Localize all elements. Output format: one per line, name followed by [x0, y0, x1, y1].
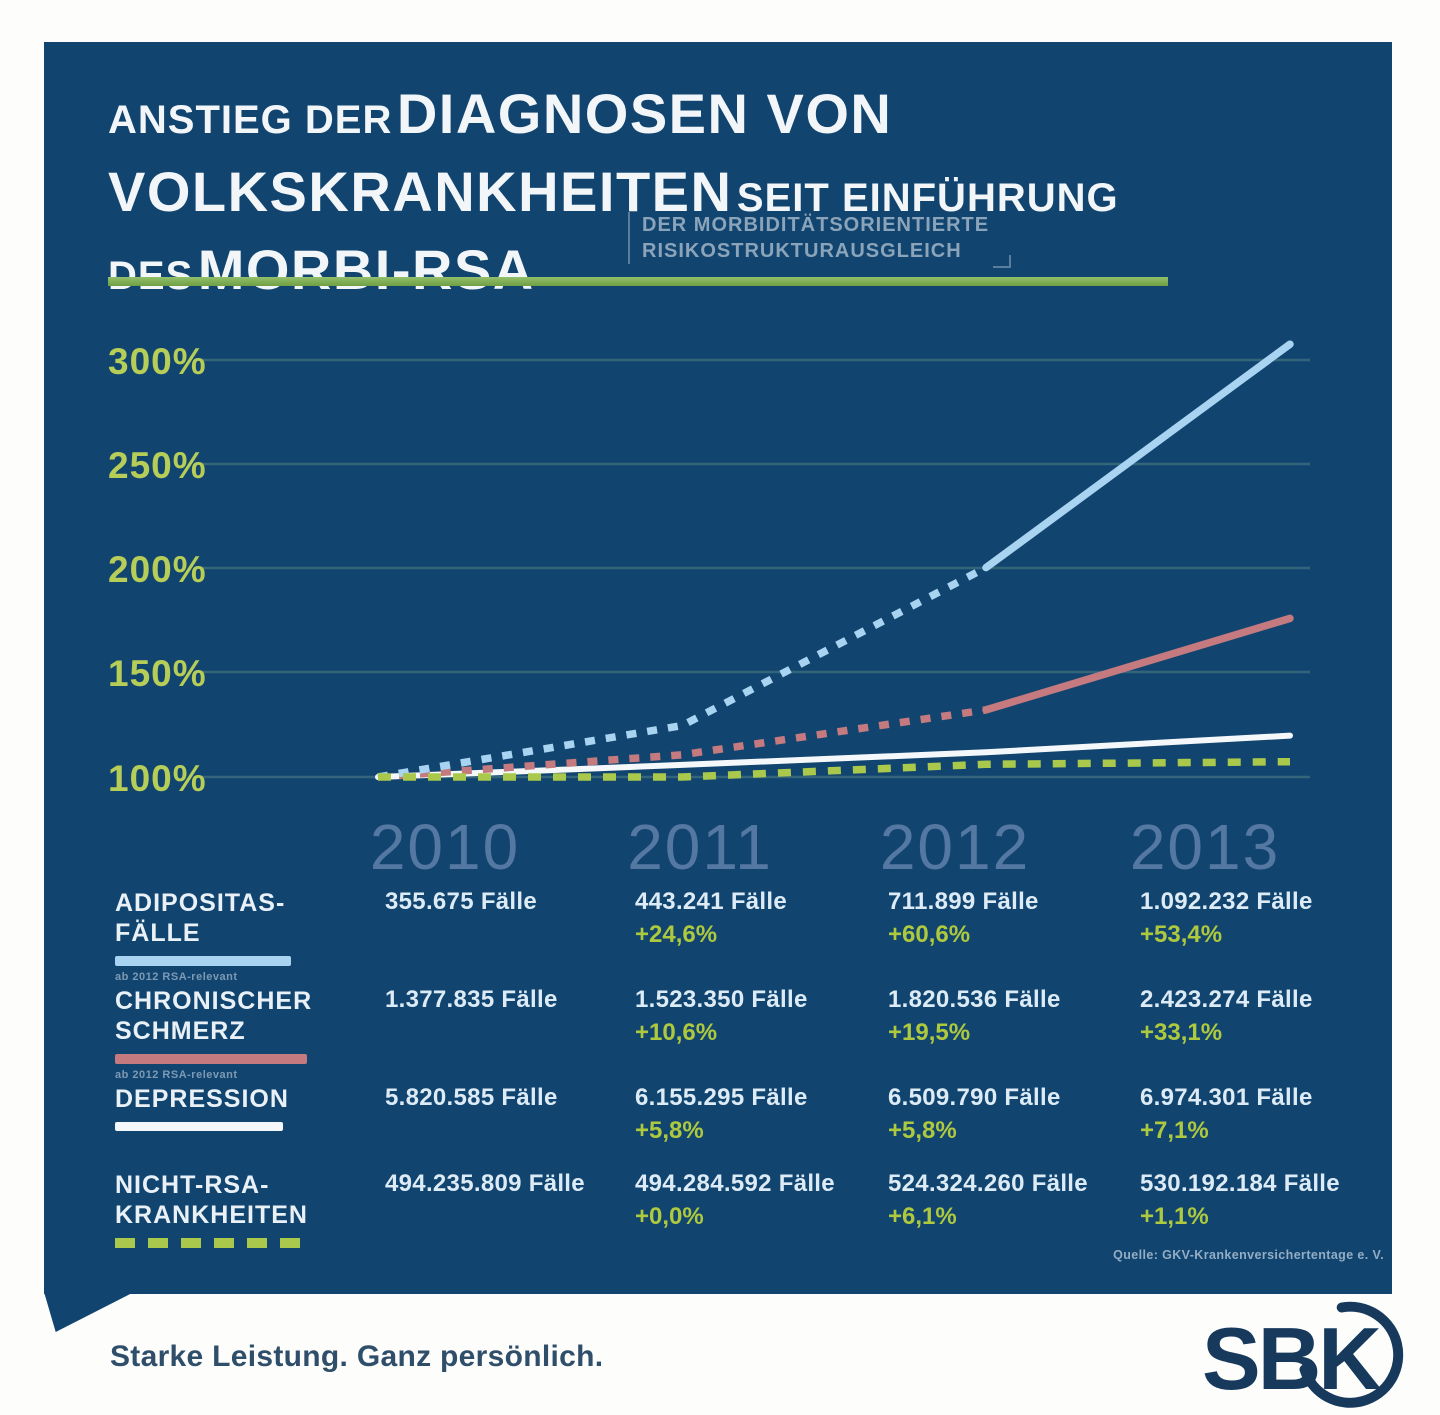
title-line-2: VOLKSKRANKHEITEN SEIT EINFÜHRUNG [108, 160, 1119, 223]
series-line-chronischer-schmerz-solid [982, 614, 1294, 714]
logo-crescent-icon [1299, 1301, 1404, 1408]
cases-value: 494.235.809 Fälle [385, 1170, 585, 1197]
source-note: Quelle: GKV-Krankenversichertentage e. V… [1113, 1248, 1384, 1262]
legend-swatch-chronischer-schmerz [115, 1054, 307, 1064]
title-line-1: ANSTIEG DER DIAGNOSEN VON [108, 82, 893, 145]
cases-value: 443.241 Fälle [635, 888, 788, 915]
table-row: ADIPOSITAS- FÄLLE ab 2012 RSA-relevant 3… [44, 888, 1392, 984]
cases-value: 1.523.350 Fälle [635, 986, 808, 1013]
title-underline-rule [108, 277, 1168, 286]
pct-change: +24,6% [635, 921, 718, 948]
cases-value: 530.192.184 Fälle [1140, 1170, 1340, 1197]
series-label-depression: DEPRESSION [115, 1084, 375, 1131]
page-title: ANSTIEG DER DIAGNOSEN VON VOLKSKRANKHEIT… [108, 82, 1119, 316]
cases-value: 1.820.536 Fälle [888, 986, 1061, 1013]
series-line-depression-solid [375, 732, 1293, 780]
main-panel: ANSTIEG DER DIAGNOSEN VON VOLKSKRANKHEIT… [44, 42, 1392, 1294]
logo-text: SBK [1202, 1309, 1381, 1408]
pct-change: +33,1% [1140, 1019, 1223, 1046]
series-line-adipositas-solid [982, 340, 1294, 572]
table-row: DEPRESSION 5.820.585 Fälle 6.155.295 Fäl… [44, 1084, 1392, 1180]
cases-value: 2.423.274 Fälle [1140, 986, 1313, 1013]
y-tick-200: 200% [108, 549, 207, 590]
cases-value: 1.377.835 Fälle [385, 986, 558, 1013]
table-row: NICHT-RSA- KRANKHEITEN 494.235.809 Fälle… [44, 1170, 1392, 1266]
pct-change: +60,6% [888, 921, 971, 948]
y-tick-100: 100% [108, 758, 207, 799]
pct-change: +1,1% [1140, 1203, 1209, 1230]
pct-change: +53,4% [1140, 921, 1223, 948]
pct-change: +10,6% [635, 1019, 718, 1046]
legend-swatch-adipositas [115, 956, 291, 966]
pct-change: +0,0% [635, 1203, 704, 1230]
x-label-2010: 2010 [369, 811, 521, 883]
title-line-3: DES MORBI-RSA [108, 238, 535, 301]
cases-value: 6.509.790 Fälle [888, 1084, 1061, 1111]
series-line-nicht-rsa-dashed [378, 757, 1291, 781]
x-label-2012: 2012 [879, 811, 1031, 883]
series-label-chronischer-schmerz: CHRONISCHER SCHMERZ ab 2012 RSA-relevant [115, 987, 313, 1081]
series-line-chronischer-schmerz-dashed [377, 706, 987, 781]
cases-value: 355.675 Fälle [385, 888, 538, 915]
sbk-logo: SBK [1200, 1296, 1410, 1414]
cases-value: 6.155.295 Fälle [635, 1084, 808, 1111]
cases-value: 1.092.232 Fälle [1140, 888, 1313, 915]
speech-bubble-tail [44, 1292, 134, 1332]
cases-value: 5.820.585 Fälle [385, 1084, 558, 1111]
pct-change: +7,1% [1140, 1117, 1209, 1144]
x-label-2011: 2011 [627, 811, 773, 883]
y-tick-150: 150% [108, 653, 207, 694]
legend-swatch-depression [115, 1122, 283, 1131]
pct-change: +6,1% [888, 1203, 957, 1230]
line-chart [200, 340, 1310, 781]
x-label-2013: 2013 [1129, 811, 1281, 883]
pct-change: +19,5% [888, 1019, 971, 1046]
cases-value: 6.974.301 Fälle [1140, 1084, 1313, 1111]
morbi-rsa-definition: DER MORBIDITÄTSORIENTIERTE RISIKOSTRUKTU… [628, 212, 1012, 268]
y-tick-250: 250% [108, 445, 207, 486]
legend-swatch-nicht-rsa [115, 1238, 311, 1248]
y-tick-300: 300% [108, 341, 207, 382]
cases-value: 711.899 Fälle [888, 888, 1039, 915]
brand-tagline: Starke Leistung. Ganz persönlich. [110, 1340, 604, 1373]
table-row: CHRONISCHER SCHMERZ ab 2012 RSA-relevant… [44, 986, 1392, 1082]
pct-change: +5,8% [635, 1117, 704, 1144]
series-label-nicht-rsa: NICHT-RSA- KRANKHEITEN [115, 1170, 375, 1248]
cases-value: 494.284.592 Fälle [635, 1170, 835, 1197]
pct-change: +5,8% [888, 1117, 957, 1144]
sbk-logo-graphic: SBK [1202, 1301, 1404, 1408]
cases-value: 524.324.260 Fälle [888, 1170, 1088, 1197]
series-label-adipositas: ADIPOSITAS- FÄLLE ab 2012 RSA-relevant [115, 888, 375, 983]
